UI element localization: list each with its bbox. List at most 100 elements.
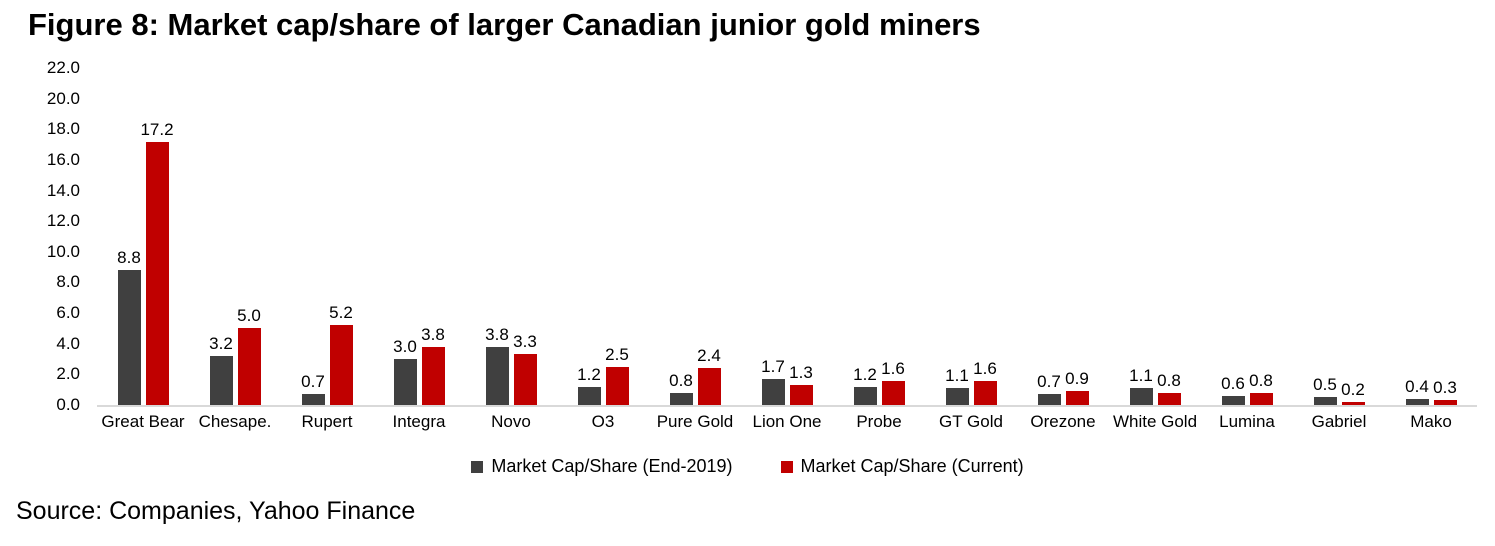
bar-end2019: 1.2 (577, 365, 601, 405)
bar-end2019: 1.2 (853, 365, 877, 405)
data-label: 2.4 (697, 346, 721, 366)
x-axis-label: Pure Gold (656, 412, 734, 431)
x-axis-label: Rupert (301, 412, 353, 431)
data-label: 1.3 (789, 363, 813, 383)
bar-group: 3.2 5.0 (189, 68, 281, 405)
data-label: 1.6 (973, 358, 997, 378)
legend-swatch-current (780, 460, 793, 473)
chart-title: Figure 8: Market cap/share of larger Can… (28, 7, 981, 42)
data-label: 0.2 (1341, 379, 1365, 399)
bar-end2019: 0.5 (1313, 375, 1337, 405)
bar-group: 3.8 3.3 (465, 68, 557, 405)
bar-current: 1.6 (881, 359, 905, 405)
data-label: 3.0 (393, 337, 417, 357)
x-axis-label: Novo (491, 412, 531, 431)
bar-current: 0.2 (1341, 380, 1365, 405)
data-label: 1.2 (853, 364, 877, 384)
bar-group: 1.1 1.6 (925, 68, 1017, 405)
legend-item-end2019: Market Cap/Share (End-2019) (471, 456, 733, 477)
bar-end2019: 0.8 (669, 371, 693, 405)
y-tick-label: 12.0 (46, 211, 80, 231)
y-tick-label: 2.0 (56, 364, 80, 384)
bar-end2019: 1.7 (761, 357, 785, 405)
bar-current: 0.9 (1065, 369, 1089, 405)
x-axis-label: Mako (1410, 412, 1452, 431)
data-label: 3.8 (421, 324, 445, 344)
y-tick-label: 10.0 (46, 241, 80, 261)
data-label: 0.6 (1221, 373, 1245, 393)
data-label: 1.7 (761, 356, 785, 376)
data-label: 3.3 (513, 332, 537, 352)
x-axis-label: Probe (856, 412, 902, 431)
bar-current: 1.6 (973, 359, 997, 405)
bar-current: 0.8 (1249, 371, 1273, 405)
x-axis-label: GT Gold (939, 412, 1003, 431)
bar-group: 8.8 17.2 (97, 68, 189, 405)
bar-end2019: 8.8 (117, 248, 141, 405)
bar-current: 3.8 (421, 325, 445, 405)
y-tick-label: 6.0 (56, 303, 80, 323)
bar-group: 1.1 0.8 (1109, 68, 1201, 405)
bar-end2019: 3.2 (209, 334, 233, 405)
y-tick-label: 16.0 (46, 149, 80, 169)
data-label: 3.2 (209, 333, 233, 353)
data-label: 0.9 (1065, 369, 1089, 389)
x-axis-label: Chesape. (198, 412, 272, 431)
bar-end2019: 0.7 (301, 372, 325, 405)
chart-legend: Market Cap/Share (End-2019) Market Cap/S… (0, 456, 1495, 477)
data-label: 5.2 (329, 303, 353, 323)
data-label: 0.8 (1249, 370, 1273, 390)
bar-group: 1.7 1.3 (741, 68, 833, 405)
x-axis-labels: Great Bear Chesape. Rupert Integra Novo O3 Pur… (97, 412, 1477, 432)
bar-current: 2.5 (605, 345, 629, 405)
bar-group: 1.2 1.6 (833, 68, 925, 405)
bar-current: 3.3 (513, 332, 537, 405)
bar-group: 0.7 0.9 (1017, 68, 1109, 405)
y-tick-label: 14.0 (46, 180, 80, 200)
y-axis: 0.0 2.0 4.0 6.0 8.0 10.0 12.0 14.0 16.0 18.0 20.0 2… (0, 58, 80, 414)
y-tick-label: 0.0 (56, 395, 80, 414)
bar-group: 1.2 2.5 (557, 68, 649, 405)
bar-group: 0.8 2.4 (649, 68, 741, 405)
legend-label-end2019: Market Cap/Share (End-2019) (491, 456, 733, 476)
bar-current: 1.3 (789, 363, 813, 405)
bar-end2019: 0.4 (1405, 377, 1429, 405)
x-axis-label: Great Bear (101, 412, 185, 431)
source-note: Source: Companies, Yahoo Finance (16, 497, 416, 525)
data-label: 0.7 (1037, 372, 1061, 392)
bar-current: 0.3 (1433, 378, 1457, 405)
y-tick-label: 4.0 (56, 333, 80, 353)
x-axis-label: White Gold (1112, 412, 1198, 431)
bar-current: 0.8 (1157, 371, 1181, 405)
bar-group: 0.4 0.3 (1385, 68, 1477, 405)
bar-end2019: 1.1 (1129, 366, 1153, 405)
data-label: 3.8 (485, 324, 509, 344)
data-label: 0.3 (1433, 378, 1457, 398)
x-axis-label: Gabriel (1311, 412, 1367, 431)
data-label: 0.7 (301, 372, 325, 392)
legend-label-current: Market Cap/Share (Current) (800, 456, 1024, 476)
legend-swatch-end2019 (471, 460, 484, 473)
data-label: 1.1 (945, 366, 969, 386)
data-label: 1.1 (1129, 366, 1153, 386)
bar-current: 5.0 (237, 306, 261, 405)
bar-group: 0.6 0.8 (1201, 68, 1293, 405)
data-label: 0.5 (1313, 375, 1337, 395)
y-tick-label: 18.0 (46, 119, 80, 139)
data-label: 8.8 (117, 248, 141, 268)
bar-end2019: 1.1 (945, 366, 969, 405)
x-axis-label: Integra (392, 412, 446, 431)
y-tick-label: 22.0 (46, 58, 80, 77)
bar-current: 2.4 (697, 346, 721, 405)
data-label: 0.8 (1157, 370, 1181, 390)
x-axis-label: Lion One (752, 412, 822, 431)
bar-end2019: 0.7 (1037, 372, 1061, 405)
bar-group: 0.5 0.2 (1293, 68, 1385, 405)
data-label: 1.6 (881, 358, 905, 378)
legend-item-current: Market Cap/Share (Current) (780, 456, 1024, 477)
bar-current: 17.2 (140, 120, 174, 405)
data-label: 17.2 (140, 119, 174, 139)
bar-group: 0.7 5.2 (281, 68, 373, 405)
x-axis-label: Orezone (1030, 412, 1096, 431)
